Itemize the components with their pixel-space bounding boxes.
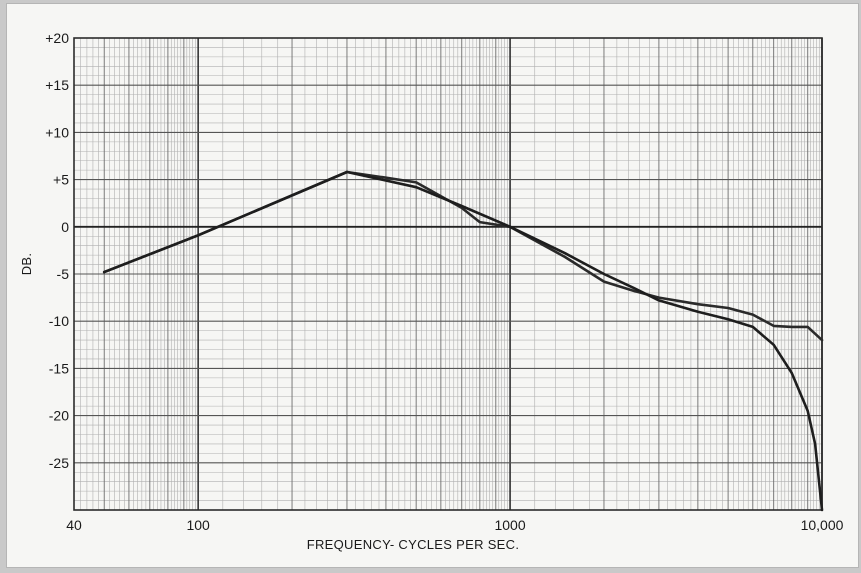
x-tick-label: 100 (186, 517, 210, 533)
x-tick-labels: 40 100 1000 10,000 (66, 517, 843, 533)
y-tick-label: -20 (49, 408, 69, 424)
series-line-1 (102, 170, 824, 342)
frequency-response-chart: +20 +15 +10 +5 0 -5 -10 -15 -20 -25 40 100 1000 10,0… (19, 30, 844, 552)
x-tick-label: 10,000 (801, 517, 844, 533)
y-tick-label: -5 (57, 266, 70, 282)
grid-major (73, 37, 823, 511)
y-axis-label: DB. (19, 253, 34, 276)
y-tick-label: +20 (45, 30, 69, 46)
y-tick-label: -10 (49, 313, 69, 329)
y-tick-label: +5 (53, 172, 69, 188)
y-tick-label: +10 (45, 124, 69, 140)
y-tick-label: -25 (49, 455, 69, 471)
y-tick-label: 0 (61, 219, 69, 235)
x-tick-label: 1000 (494, 517, 525, 533)
y-tick-labels: +20 +15 +10 +5 0 -5 -10 -15 -20 -25 (45, 30, 69, 471)
series-layer (102, 170, 824, 512)
x-axis-label: FREQUENCY- CYCLES PER SEC. (307, 537, 519, 552)
chart-figure: +20 +15 +10 +5 0 -5 -10 -15 -20 -25 40 100 1000 10,0… (6, 3, 859, 568)
plot-frame (73, 37, 823, 511)
series-line-2 (102, 170, 824, 512)
y-tick-label: +15 (45, 77, 69, 93)
y-tick-label: -15 (49, 360, 69, 376)
x-tick-label: 40 (66, 517, 82, 533)
